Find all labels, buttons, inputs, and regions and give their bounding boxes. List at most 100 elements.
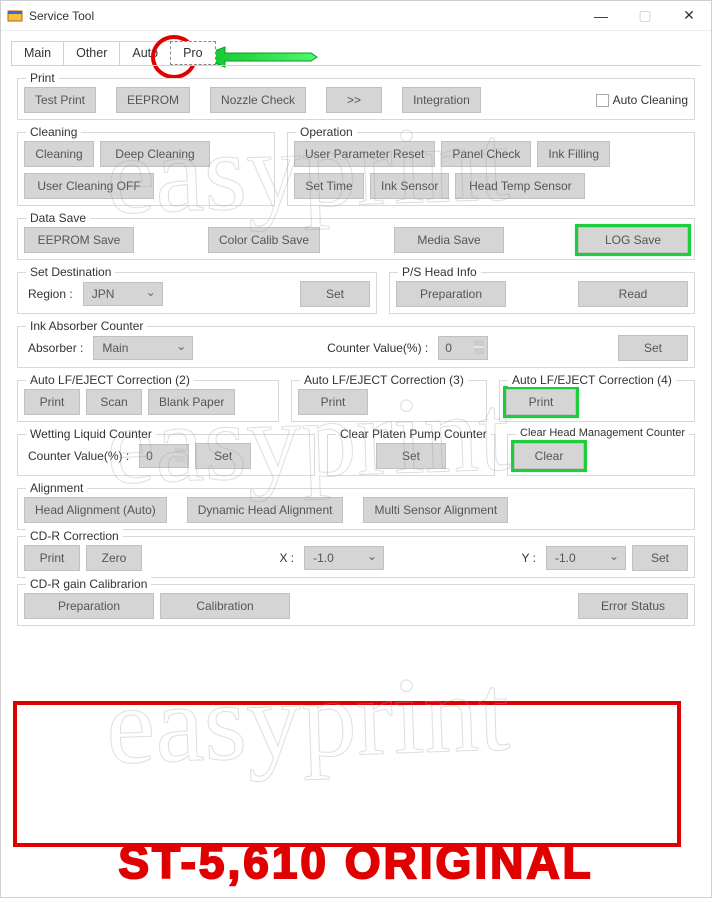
group-ink-abs-title: Ink Absorber Counter [26, 319, 147, 333]
tab-other[interactable]: Other [63, 41, 120, 65]
tab-main[interactable]: Main [11, 41, 64, 65]
wetting-set-button[interactable]: Set [195, 443, 251, 469]
alignment-title: Alignment [26, 481, 87, 495]
group-data-save: Data Save EEPROM Save Color Calib Save M… [17, 218, 695, 260]
counter-value-label: Counter Value(%) : [323, 341, 432, 355]
counter-value-input[interactable]: 0 [438, 336, 488, 360]
group-cleaning-title: Cleaning [26, 125, 81, 139]
group-operation: Operation User Parameter Reset Panel Che… [287, 132, 695, 206]
group-clear-head: Clear Head Management Counter Clear [507, 434, 695, 476]
clear-head-title: Clear Head Management Counter [516, 427, 689, 439]
cdr-calibration-button[interactable]: Calibration [160, 593, 290, 619]
tab-auto[interactable]: Auto [119, 41, 171, 65]
read-button[interactable]: Read [578, 281, 688, 307]
window-title: Service Tool [29, 9, 579, 23]
group-alignment: Alignment Head Alignment (Auto) Dynamic … [17, 488, 695, 530]
checkbox-icon [596, 94, 609, 107]
group-operation-title: Operation [296, 125, 357, 139]
head-temp-sensor-button[interactable]: Head Temp Sensor [455, 173, 585, 199]
ink-sensor-button[interactable]: Ink Sensor [370, 173, 449, 199]
eeprom-save-button[interactable]: EEPROM Save [24, 227, 134, 253]
color-calib-save-button[interactable]: Color Calib Save [208, 227, 320, 253]
ink-abs-set-button[interactable]: Set [618, 335, 688, 361]
group-data-save-title: Data Save [26, 211, 90, 225]
wetting-counter-label: Counter Value(%) : [24, 449, 133, 463]
auto-lf4-title: Auto LF/EJECT Correction (4) [508, 373, 676, 387]
cdr-print-button[interactable]: Print [24, 545, 80, 571]
region-set-button[interactable]: Set [300, 281, 370, 307]
maximize-button: ▢ [623, 1, 667, 31]
absorber-select[interactable]: Main [93, 336, 193, 360]
app-icon [7, 8, 23, 24]
close-button[interactable]: ✕ [667, 1, 711, 31]
clear-platen-set-button[interactable]: Set [376, 443, 446, 469]
wetting-title: Wetting Liquid Counter [26, 427, 156, 441]
cdr-preparation-button[interactable]: Preparation [24, 593, 154, 619]
user-param-reset-button[interactable]: User Parameter Reset [294, 141, 435, 167]
tab-pro[interactable]: Pro [170, 41, 215, 65]
deep-cleaning-button[interactable]: Deep Cleaning [100, 141, 210, 167]
log-save-button[interactable]: LOG Save [578, 227, 688, 253]
cdr-set-button[interactable]: Set [632, 545, 688, 571]
group-auto-lf4: Auto LF/EJECT Correction (4) Print [499, 380, 695, 422]
cleaning-button[interactable]: Cleaning [24, 141, 94, 167]
cdr-zero-button[interactable]: Zero [86, 545, 142, 571]
group-auto-lf3: Auto LF/EJECT Correction (3) Print [291, 380, 487, 422]
auto-cleaning-checkbox[interactable]: Auto Cleaning [596, 93, 688, 107]
group-cdr-correction: CD-R Correction Print Zero X : -1.0 Y : … [17, 536, 695, 578]
lf2-blank-paper-button[interactable]: Blank Paper [148, 389, 235, 415]
auto-lf2-title: Auto LF/EJECT Correction (2) [26, 373, 194, 387]
region-select[interactable]: JPN [83, 282, 163, 306]
error-status-button[interactable]: Error Status [578, 593, 688, 619]
integration-button[interactable]: Integration [402, 87, 481, 113]
titlebar: Service Tool — ▢ ✕ [1, 1, 711, 31]
lf2-print-button[interactable]: Print [24, 389, 80, 415]
content-area: Print Test Print EEPROM Nozzle Check >> … [11, 65, 701, 855]
cdr-corr-title: CD-R Correction [26, 529, 123, 543]
minimize-button[interactable]: — [579, 1, 623, 31]
nozzle-check-button[interactable]: Nozzle Check [210, 87, 306, 113]
auto-cleaning-label: Auto Cleaning [613, 93, 688, 107]
ink-filling-button[interactable]: Ink Filling [537, 141, 610, 167]
group-cleaning: Cleaning Cleaning Deep Cleaning User Cle… [17, 132, 275, 206]
group-print: Print Test Print EEPROM Nozzle Check >> … [17, 78, 695, 120]
set-time-button[interactable]: Set Time [294, 173, 364, 199]
clear-platen-title: Clear Platen Pump Counter [336, 427, 491, 441]
annotation-rectangle [13, 701, 681, 847]
cdr-y-select[interactable]: -1.0 [546, 546, 626, 570]
group-cdr-gain: CD-R gain Calibrarion Preparation Calibr… [17, 584, 695, 626]
group-print-title: Print [26, 71, 59, 85]
head-alignment-auto-button[interactable]: Head Alignment (Auto) [24, 497, 167, 523]
group-set-destination: Set Destination Region : JPN Set [17, 272, 377, 314]
group-ink-absorber: Ink Absorber Counter Absorber : Main Cou… [17, 326, 695, 368]
multi-sensor-alignment-button[interactable]: Multi Sensor Alignment [363, 497, 508, 523]
test-print-button[interactable]: Test Print [24, 87, 96, 113]
wetting-counter-input[interactable]: 0 [139, 444, 189, 468]
group-auto-lf2: Auto LF/EJECT Correction (2) Print Scan … [17, 380, 279, 422]
group-ps-head-title: P/S Head Info [398, 265, 481, 279]
group-ps-head-info: P/S Head Info Preparation Read [389, 272, 695, 314]
auto-lf3-title: Auto LF/EJECT Correction (3) [300, 373, 468, 387]
dynamic-head-alignment-button[interactable]: Dynamic Head Alignment [187, 497, 344, 523]
media-save-button[interactable]: Media Save [394, 227, 504, 253]
absorber-label: Absorber : [24, 341, 87, 355]
group-clear-platen: Clear Platen Pump Counter Set [327, 434, 495, 476]
next-button[interactable]: >> [326, 87, 382, 113]
app-window: Service Tool — ▢ ✕ Main Other Auto Pro P… [0, 0, 712, 898]
preparation-button[interactable]: Preparation [396, 281, 506, 307]
region-label: Region : [24, 287, 77, 301]
cdr-y-label: Y : [518, 551, 540, 565]
lf3-print-button[interactable]: Print [298, 389, 368, 415]
panel-check-button[interactable]: Panel Check [441, 141, 531, 167]
cdr-x-label: X : [275, 551, 298, 565]
eeprom-button[interactable]: EEPROM [116, 87, 190, 113]
user-cleaning-off-button[interactable]: User Cleaning OFF [24, 173, 154, 199]
group-set-dest-title: Set Destination [26, 265, 115, 279]
lf2-scan-button[interactable]: Scan [86, 389, 142, 415]
cdr-gain-title: CD-R gain Calibrarion [26, 577, 151, 591]
cdr-x-select[interactable]: -1.0 [304, 546, 384, 570]
group-wetting: Wetting Liquid Counter Counter Value(%) … [17, 434, 315, 476]
tab-bar: Main Other Auto Pro [1, 41, 711, 65]
lf4-print-button[interactable]: Print [506, 389, 576, 415]
clear-head-button[interactable]: Clear [514, 443, 584, 469]
